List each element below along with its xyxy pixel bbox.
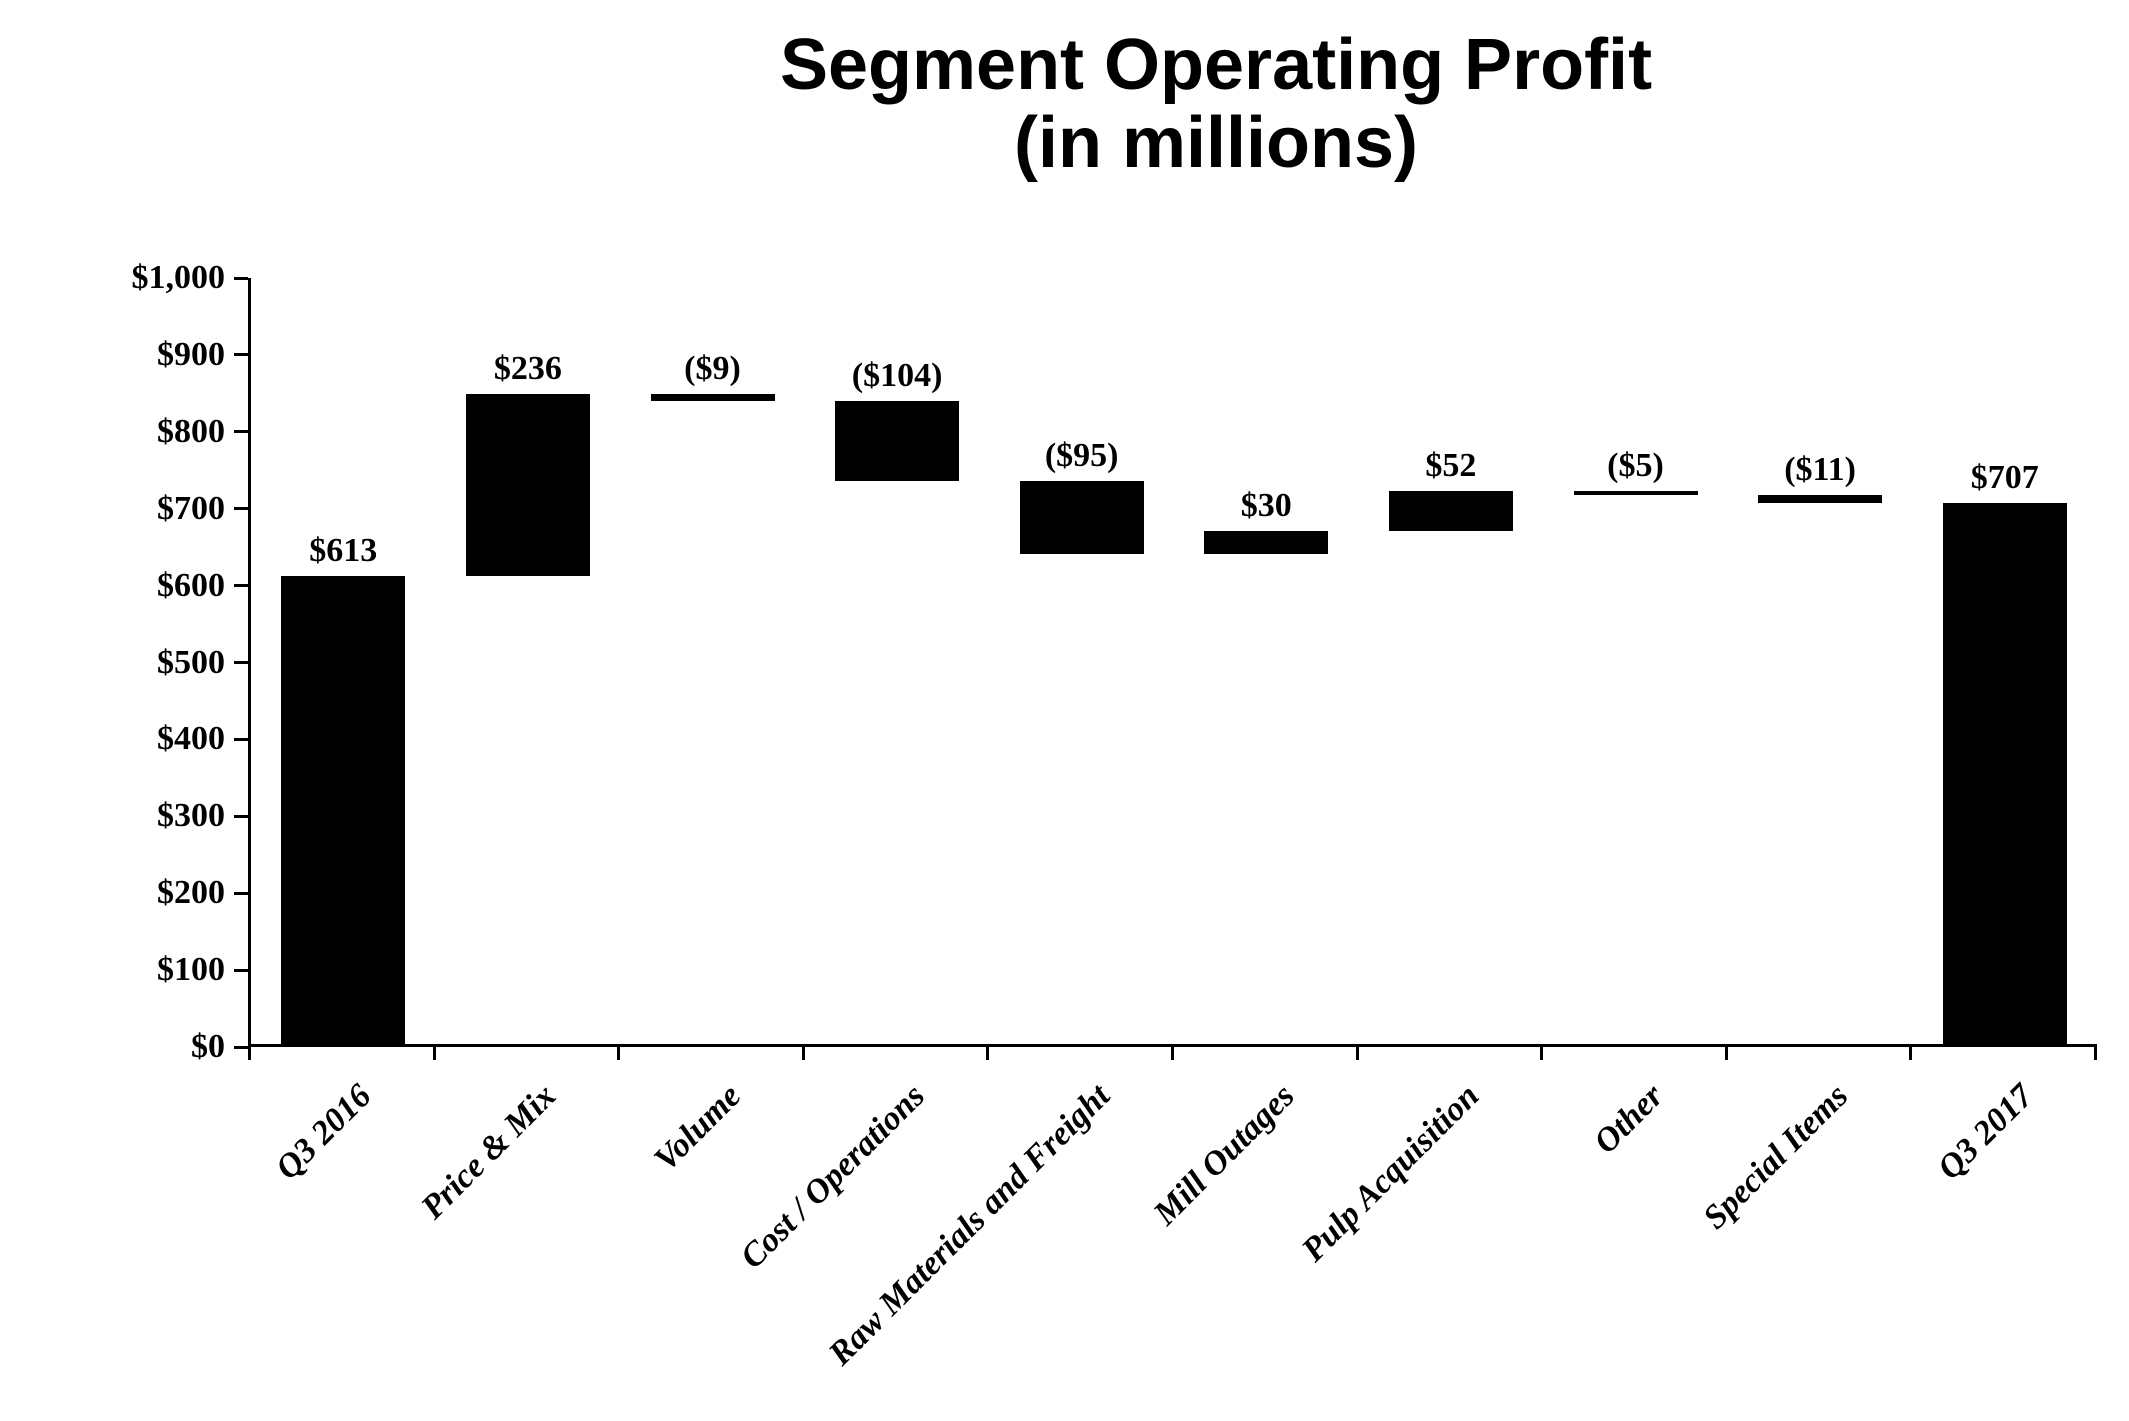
x-axis-label-cost-operations: Cost / Operations <box>734 1077 933 1276</box>
bar-pulp-acquisition <box>1388 491 1513 531</box>
chart-title-line1: Segment Operating Profit <box>779 25 1653 105</box>
x-axis-label-other: Other <box>1587 1077 1671 1161</box>
x-axis-label-mill-outages: Mill Outages <box>1146 1077 1302 1233</box>
bar-value-label-cost-operations: ($104) <box>851 357 943 395</box>
x-axis-tick <box>1540 1047 1544 1060</box>
x-axis-tick <box>617 1047 621 1060</box>
x-axis-tick <box>432 1047 436 1060</box>
x-axis-tick <box>1909 1047 1913 1060</box>
x-axis-tick <box>248 1047 251 1060</box>
x-axis-label-q3-2017: Q3 2017 <box>1930 1077 2041 1187</box>
bar-value-label-raw-materials-and-freight: ($95) <box>1044 437 1119 475</box>
y-axis-label: $700 <box>157 489 225 527</box>
bar-q3-2017 <box>1942 503 2067 1047</box>
bar-value-label-special-items: ($11) <box>1784 450 1856 488</box>
y-axis-label: $300 <box>157 797 225 835</box>
x-axis-tick <box>1355 1047 1359 1060</box>
y-axis-tick <box>234 507 248 511</box>
bar-value-label-volume: ($9) <box>684 350 741 388</box>
x-axis-label-price-and-mix: Price & Mix <box>414 1077 564 1227</box>
bar-mill-outages <box>1204 531 1329 555</box>
y-axis-tick <box>234 968 248 972</box>
x-axis-tick <box>2094 1047 2097 1060</box>
bar-cost-operations <box>835 401 960 481</box>
chart-title-line2: (in millions) <box>1014 103 1418 183</box>
y-axis-label: $100 <box>157 951 225 989</box>
x-axis-tick <box>1724 1047 1728 1060</box>
y-axis-label: $600 <box>157 566 225 604</box>
y-axis-label: $400 <box>157 720 225 758</box>
y-axis-label: $0 <box>191 1028 225 1065</box>
bar-other <box>1573 491 1698 495</box>
y-axis-line <box>248 278 251 1047</box>
y-axis-label: $900 <box>157 335 225 373</box>
bar-q3-2016 <box>281 575 406 1047</box>
y-axis-label: $800 <box>157 412 225 450</box>
bar-value-label-q3-2016: $613 <box>309 531 378 569</box>
x-axis-tick <box>801 1047 805 1060</box>
bar-value-label-price-and-mix: $236 <box>493 350 562 388</box>
y-axis-tick <box>234 353 248 357</box>
x-axis-line <box>248 1044 2097 1047</box>
bar-value-label-mill-outages: $30 <box>1240 487 1292 525</box>
bar-value-label-other: ($5) <box>1607 447 1664 485</box>
y-axis-label: $1,000 <box>131 259 226 296</box>
y-axis-tick <box>234 276 248 280</box>
x-axis-label-special-items: Special Items <box>1696 1077 1856 1237</box>
x-axis-label-volume: Volume <box>646 1077 748 1179</box>
bar-value-label-pulp-acquisition: $52 <box>1425 447 1477 485</box>
y-axis-label: $200 <box>157 874 225 912</box>
x-axis-label-pulp-acquisition: Pulp Acquisition <box>1294 1077 1487 1269</box>
y-axis-tick <box>234 814 248 818</box>
y-axis-tick <box>234 1045 248 1049</box>
y-axis-tick <box>234 737 248 741</box>
x-axis-label-q3-2016: Q3 2016 <box>269 1077 379 1187</box>
bar-special-items <box>1758 494 1883 504</box>
bar-value-label-q3-2017: $707 <box>1970 459 2039 497</box>
chart-title: Segment Operating Profit (in millions) <box>303 26 2129 182</box>
x-axis-tick <box>1171 1047 1174 1060</box>
bar-volume <box>650 394 775 402</box>
y-axis-label: $500 <box>157 643 225 681</box>
x-axis-tick <box>986 1047 990 1060</box>
y-axis-tick <box>234 891 248 895</box>
bar-raw-materials-and-freight <box>1019 481 1144 555</box>
y-axis-tick <box>234 584 248 588</box>
y-axis-tick <box>234 430 248 434</box>
bar-price-and-mix <box>465 394 590 576</box>
y-axis-tick <box>234 661 248 664</box>
